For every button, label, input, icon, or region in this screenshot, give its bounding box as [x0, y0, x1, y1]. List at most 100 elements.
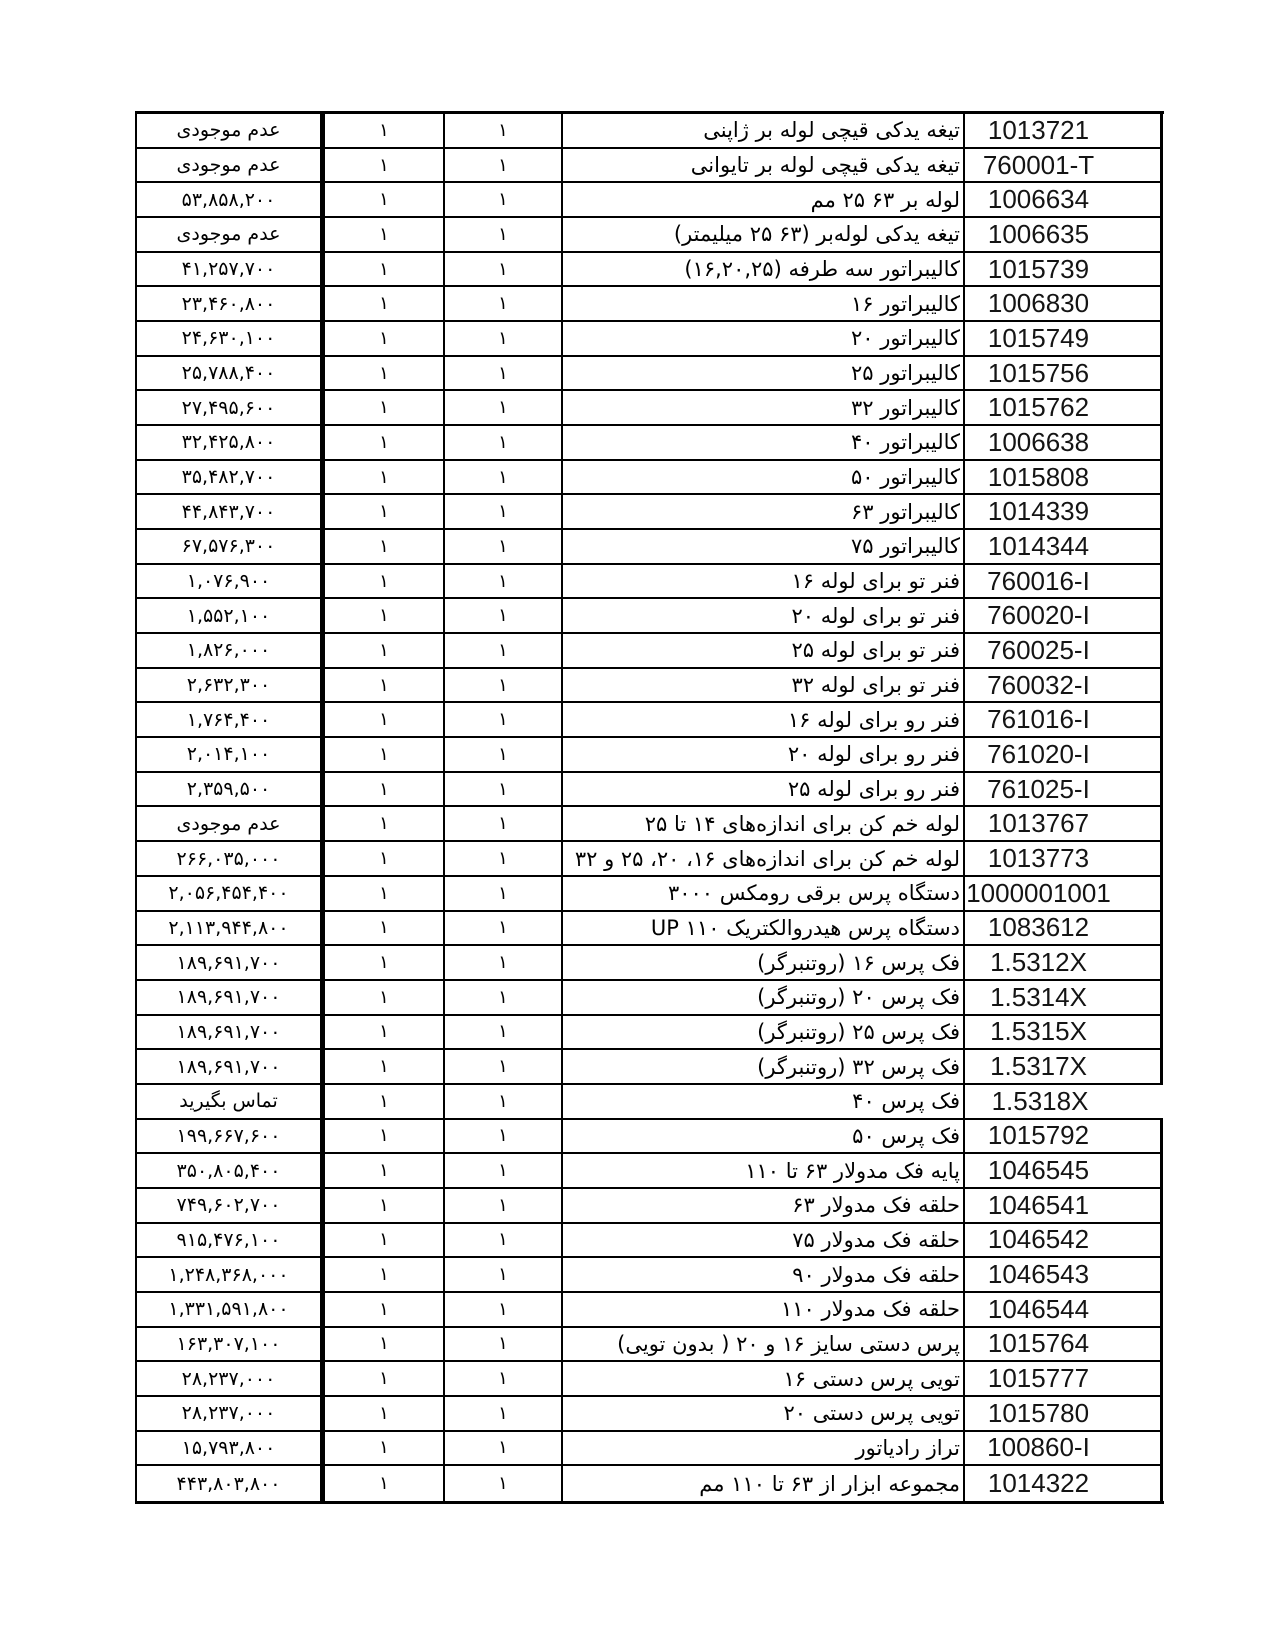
price-value: ۲,۰۱۴,۱۰۰: [186, 743, 271, 766]
code-cell: 1013721: [965, 114, 1163, 149]
quantity-value: ۱: [498, 813, 508, 835]
quantity-left-cell: ۱: [325, 287, 445, 323]
code-text: 1013773: [987, 843, 1090, 873]
quantity-value: ۱: [498, 1021, 508, 1043]
quantity-left-cell: ۱: [325, 252, 445, 288]
quantity-value: ۱: [498, 1437, 508, 1459]
quantity-value: ۱: [379, 848, 389, 869]
code-text: 1046542: [987, 1224, 1090, 1255]
price-value: ۴۴,۸۴۳,۷۰۰: [181, 500, 276, 523]
price-cell: ۱۹۹,۶۶۷,۶۰۰: [137, 1119, 325, 1155]
price-value: ۲,۱۱۳,۹۴۴,۸۰۰: [168, 916, 289, 939]
quantity-value: ۱: [498, 986, 508, 1008]
description-text: کالیبراتور ۴۰: [851, 430, 960, 455]
code-cell: 1014339: [965, 495, 1163, 531]
description-text: کالیبراتور ۷۵: [851, 534, 960, 559]
price-cell: ۲۴,۶۳۰,۱۰۰: [137, 322, 325, 357]
code-cell: 1015780: [965, 1396, 1163, 1432]
quantity-value: ۱: [379, 605, 389, 627]
description-cell: تیغه یدکی قیچی لوله بر تایوانی: [563, 148, 965, 184]
price-value: ۱,۷۶۴,۴۰۰: [186, 708, 271, 731]
quantity-value: ۱: [498, 362, 508, 384]
quantity-right-cell: ۱: [445, 564, 563, 600]
description-cell: پایه فک مدولار ۶۳ تا ۱۱۰: [563, 1154, 965, 1189]
quantity-right-cell: ۱: [445, 1154, 563, 1189]
description-cell: کالیبراتور سه طرفه (۱۶,۲۰,۲۵): [563, 252, 965, 288]
description-text: فک پرس ۲۰ (روتنبرگر): [757, 985, 960, 1010]
code-cell: 1.5315X: [965, 1015, 1163, 1051]
code-cell: 1000001001: [965, 876, 1163, 912]
quantity-value: ۱: [379, 917, 389, 939]
code-cell: 760020-I: [965, 599, 1163, 635]
quantity-value: ۱: [379, 293, 389, 315]
code-text: 1083612: [987, 912, 1090, 943]
description-text: حلقه فک مدولار ۱۱۰: [780, 1297, 960, 1322]
quantity-left-cell: ۱: [325, 703, 445, 739]
price-cell: ۱۵,۷۹۳,۸۰۰: [137, 1431, 325, 1467]
code-cell: 1015808: [965, 460, 1163, 496]
description-text: کالیبراتور ۶۳: [851, 499, 960, 524]
quantity-right-cell: ۱: [445, 1431, 563, 1467]
quantity-right-cell: ۱: [445, 1084, 563, 1120]
quantity-right-cell: ۱: [445, 1015, 563, 1051]
quantity-value: ۱: [498, 1264, 508, 1286]
price-value: ۲۷,۴۹۵,۶۰۰: [181, 396, 276, 419]
quantity-right-cell: ۱: [445, 1223, 563, 1259]
code-cell: 760016-I: [965, 564, 1163, 600]
code-text: 1015739: [987, 253, 1090, 284]
code-cell: 1015764: [965, 1327, 1163, 1363]
quantity-value: ۱: [379, 778, 389, 800]
quantity-value: ۱: [379, 674, 389, 696]
quantity-right-cell: ۱: [445, 495, 563, 531]
price-value: ۹۱۵,۴۷۶,۱۰۰: [176, 1228, 281, 1251]
quantity-value: ۱: [498, 882, 508, 904]
quantity-value: ۱: [498, 917, 508, 939]
price-value: ۲۳,۴۶۰,۸۰۰: [181, 292, 276, 315]
quantity-value: ۱: [498, 674, 508, 696]
price-cell: عدم موجودی: [137, 114, 325, 149]
quantity-value: ۱: [379, 986, 389, 1008]
quantity-left-cell: ۱: [325, 564, 445, 600]
description-cell: فنر تو برای لوله ۲۰: [563, 599, 965, 635]
description-cell: کالیبراتور ۵۰: [563, 460, 965, 496]
quantity-value: ۱: [379, 1473, 389, 1495]
quantity-left-cell: ۱: [325, 1084, 445, 1120]
description-cell: مجموعه ابزار از ۶۳ تا ۱۱۰ مم: [563, 1466, 965, 1501]
price-cell: ۳۲,۴۲۵,۸۰۰: [137, 426, 325, 461]
description-cell: فک پرس ۱۶ (روتنبرگر): [563, 946, 965, 981]
quantity-value: ۱: [498, 1090, 508, 1112]
code-text: 760016-I: [987, 565, 1090, 596]
quantity-value: ۱: [379, 1021, 389, 1043]
price-cell: ۱,۷۶۴,۴۰۰: [137, 703, 325, 739]
quantity-value: ۱: [379, 1264, 389, 1286]
code-cell: 1015792: [965, 1119, 1163, 1155]
description-text: تیغه یدکی قیچی لوله بر ژاپنی: [703, 118, 960, 143]
description-cell: فک پرس ۲۰ (روتنبرگر): [563, 980, 965, 1016]
description-cell: فک پرس ۲۵ (روتنبرگر): [563, 1015, 965, 1051]
code-text: 760001-T: [982, 149, 1095, 180]
code-text: 1013721: [987, 114, 1090, 145]
code-text: 1.5318X: [991, 1085, 1089, 1116]
quantity-right-cell: ۱: [445, 218, 563, 253]
quantity-right-cell: ۱: [445, 634, 563, 669]
quantity-left-cell: ۱: [325, 876, 445, 912]
quantity-left-cell: ۱: [325, 1223, 445, 1259]
price-value: ۱,۳۳۱,۵۹۱,۸۰۰: [168, 1298, 289, 1321]
price-cell: ۱۸۹,۶۹۱,۷۰۰: [137, 946, 325, 981]
price-cell: عدم موجودی: [137, 807, 325, 843]
description-cell: کالیبراتور ۳۲: [563, 391, 965, 427]
price-value: ۴۱,۲۵۷,۷۰۰: [181, 258, 276, 281]
description-text: فک پرس ۲۵ (روتنبرگر): [757, 1019, 960, 1044]
price-cell: ۱,۵۵۲,۱۰۰: [137, 599, 325, 635]
quantity-value: ۱: [379, 258, 389, 280]
quantity-value: ۱: [498, 848, 508, 869]
quantity-value: ۱: [498, 397, 508, 419]
quantity-left-cell: ۱: [325, 183, 445, 219]
quantity-left-cell: ۱: [325, 218, 445, 253]
quantity-value: ۱: [498, 258, 508, 280]
quantity-left-cell: ۱: [325, 807, 445, 843]
code-text: 1014344: [987, 530, 1090, 561]
price-value: عدم موجودی: [176, 154, 281, 176]
quantity-left-cell: ۱: [325, 772, 445, 808]
price-value: عدم موجودی: [176, 119, 281, 142]
